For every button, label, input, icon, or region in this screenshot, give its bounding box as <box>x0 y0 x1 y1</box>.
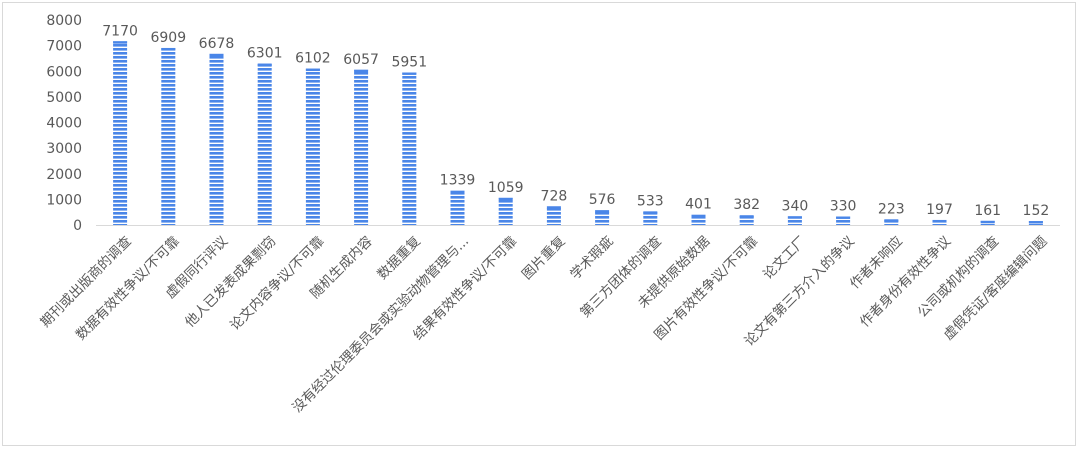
data-label: 6057 <box>343 52 379 68</box>
data-label: 340 <box>782 198 809 214</box>
bar-cap <box>257 63 272 66</box>
x-tick-label: 论文内容争议/不可靠 <box>226 233 327 334</box>
bar <box>546 206 561 225</box>
bar <box>884 219 899 225</box>
bar <box>402 72 417 226</box>
data-label: 533 <box>637 193 664 209</box>
data-label: 161 <box>974 203 1001 219</box>
bar-cap <box>402 72 417 75</box>
bar <box>305 68 320 225</box>
bar-cap <box>354 69 369 73</box>
y-tick-label: 3000 <box>46 141 82 157</box>
data-label: 330 <box>830 199 857 215</box>
bar-cap <box>980 220 995 224</box>
bar-cap <box>498 197 513 201</box>
x-tick-label: 期刊或出版商的调查 <box>37 233 135 331</box>
bar-cap <box>595 210 610 213</box>
bar-cap <box>450 190 465 194</box>
bar-cap <box>209 53 224 57</box>
data-label: 6678 <box>199 36 235 52</box>
bar-cap <box>836 216 851 219</box>
bar-cap <box>546 206 561 209</box>
bar-cap <box>787 216 802 219</box>
bar-cap <box>884 219 899 222</box>
bar <box>595 210 610 225</box>
y-tick-label: 5000 <box>46 90 82 106</box>
x-tick-label: 没有经过伦理委员会或实验动物管理与... <box>289 233 472 416</box>
x-tick-label: 作者身份有效性争议 <box>857 233 955 331</box>
bar <box>354 69 369 226</box>
y-tick-label: 6000 <box>46 64 82 80</box>
data-label: 1059 <box>488 180 524 196</box>
x-tick-label: 数据重复 <box>374 233 424 283</box>
y-tick-label: 8000 <box>46 13 82 29</box>
bar-cap <box>161 47 176 51</box>
x-tick-label: 第三方团体的调查 <box>577 232 666 321</box>
data-label: 223 <box>878 201 905 217</box>
bar-cap <box>1028 221 1043 224</box>
y-axis: 0 1000 2000 3000 4000 5000 6000 7000 8000 <box>46 13 1060 234</box>
bar <box>209 53 224 225</box>
y-tick-label: 7000 <box>46 39 82 55</box>
bar <box>787 216 802 225</box>
data-labels: 7170 6909 6678 6301 6102 6057 5951 1339 1059 728 5… <box>102 23 1049 219</box>
data-label: 5951 <box>391 55 427 71</box>
bar <box>739 215 754 225</box>
y-tick-label: 1000 <box>46 192 82 208</box>
data-label: 728 <box>541 188 568 204</box>
bar <box>450 190 465 225</box>
data-label: 197 <box>926 202 953 218</box>
data-label: 1339 <box>440 173 476 189</box>
y-tick-label: 2000 <box>46 167 82 183</box>
bar <box>691 214 706 225</box>
x-axis: 期刊或出版商的调查数据有效性争议/不可靠虚假同行评议他人已发表成果剽窃论文内容争… <box>37 232 1050 416</box>
bar-cap <box>932 219 947 223</box>
bar-cap <box>643 211 658 214</box>
x-tick-label: 公司或机构的调查 <box>915 233 1003 321</box>
bar <box>161 47 176 225</box>
bar <box>643 211 658 225</box>
y-tick-label: 4000 <box>46 116 82 132</box>
bar-cap <box>113 41 128 44</box>
x-tick-label: 学术瑕疵 <box>567 233 617 283</box>
x-tick-label: 论文工厂 <box>760 233 809 282</box>
data-label: 401 <box>685 197 712 213</box>
data-label: 152 <box>1023 203 1050 219</box>
data-label: 7170 <box>102 23 138 39</box>
bar <box>113 41 128 225</box>
data-label: 576 <box>589 192 616 208</box>
bar-cap <box>691 214 706 218</box>
x-tick-label: 图片重复 <box>518 233 568 283</box>
bar <box>257 63 272 225</box>
bars <box>113 41 1043 226</box>
bar <box>498 197 513 225</box>
x-tick-label: 他人已发表成果剽窃 <box>182 233 279 330</box>
data-label: 6102 <box>295 51 331 67</box>
y-tick-label: 0 <box>73 218 82 234</box>
bar-cap <box>739 215 754 218</box>
data-label: 6301 <box>247 46 283 62</box>
data-label: 6909 <box>150 30 186 46</box>
bar <box>932 219 947 225</box>
bar <box>836 216 851 225</box>
bar-cap <box>305 68 320 72</box>
data-label: 382 <box>733 197 760 213</box>
